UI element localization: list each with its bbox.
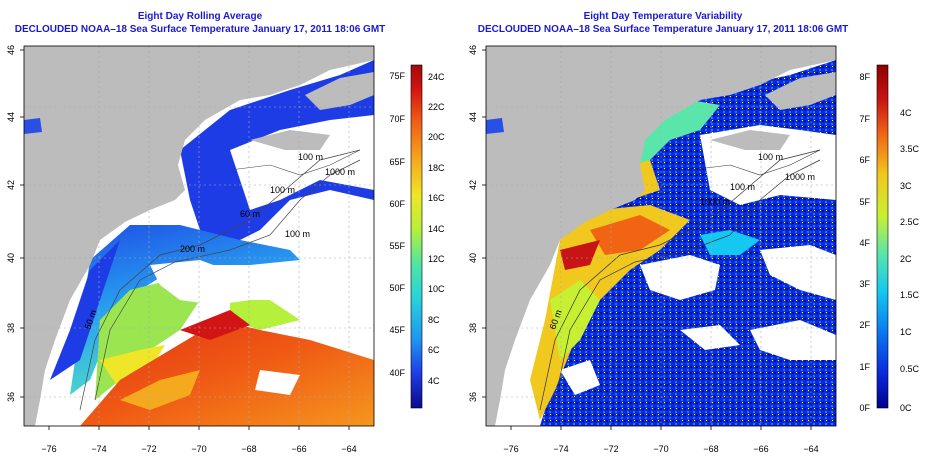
colorbar-label: 14C: [428, 224, 445, 234]
contour-label: 100 m: [270, 185, 295, 195]
colorbar-label: 20C: [428, 132, 445, 142]
contour-label: 200 m: [180, 244, 205, 254]
colorbar-label: 3.5C: [900, 144, 920, 154]
y-tick: 40: [468, 253, 478, 263]
colorbar-label: 55F: [389, 241, 405, 251]
contour-label: 100 m: [730, 182, 755, 192]
y-tick: 38: [468, 323, 478, 333]
colorbar-label: 5F: [859, 197, 870, 207]
colorbar-label: 4F: [859, 238, 870, 248]
colorbar-left: [410, 64, 423, 409]
x-tick: −66: [753, 444, 768, 454]
y-tick: 42: [6, 180, 16, 190]
y-tick: 42: [468, 180, 478, 190]
colorbar-label: 22C: [428, 102, 445, 112]
x-tick: −70: [191, 444, 206, 454]
contour-label: 60 m: [240, 209, 260, 219]
colorbar-label: 1.5C: [900, 290, 920, 300]
colorbar-label: 70F: [389, 114, 405, 124]
contour-label: 100 m: [298, 152, 323, 162]
colorbar-label: 12C: [428, 254, 445, 264]
colorbar-label: 3C: [900, 181, 912, 191]
colorbar-fahrenheit-labels: 8F 7F 6F 5F 4F 3F 2F 1F 0F: [859, 72, 870, 413]
contour-label: 1000 m: [325, 167, 355, 177]
x-tick: −76: [41, 444, 56, 454]
contour-label: 100 m: [758, 152, 783, 162]
x-tick: −74: [91, 444, 106, 454]
colorbar-label: 1F: [859, 362, 870, 372]
colorbar-label: 4C: [428, 376, 440, 386]
colorbar-label: 4C: [900, 108, 912, 118]
title-line1: Eight Day Temperature Variability: [583, 11, 743, 22]
colorbar-label: 2C: [900, 254, 912, 264]
colorbar-label: 65F: [389, 157, 405, 167]
colorbar-label: 3F: [859, 279, 870, 289]
colorbar-label: 10C: [428, 284, 445, 294]
contour-label: 1000 m: [700, 197, 730, 207]
x-tick: −64: [803, 444, 818, 454]
colorbar-label: 75F: [389, 71, 405, 81]
contour-label: 1000 m: [785, 172, 815, 182]
colorbar-label: 6F: [859, 155, 870, 165]
y-axis-ticks: 36 38 40 42 44 46: [468, 45, 478, 402]
colorbar-celsius-labels: 4C 3.5C 3C 2.5C 2C 1.5C 1C 0.5C 0C: [900, 108, 920, 413]
x-tick: −70: [653, 444, 668, 454]
colorbar-label: 0F: [859, 403, 870, 413]
colorbar-label: 2F: [859, 320, 870, 330]
colorbar-label: 8C: [428, 315, 440, 325]
x-tick: −72: [603, 444, 618, 454]
title-line2: DECLOUDED NOAA–18 Sea Surface Temperatur…: [14, 24, 386, 35]
map-title-right: Eight Day Temperature Variability DECLOU…: [463, 10, 863, 36]
colorbar-fahrenheit-labels: 75F 70F 65F 60F 55F 50F 45F 40F: [389, 71, 405, 378]
colorbar-celsius-labels: 24C 22C 20C 18C 16C 14C 12C 10C 8C 6C 4C: [428, 72, 445, 386]
colorbar-label: 7F: [859, 114, 870, 124]
y-tick: 46: [468, 45, 478, 55]
colorbar-label: 8F: [859, 72, 870, 82]
y-tick: 44: [6, 112, 16, 122]
sst-average-map: [24, 46, 374, 426]
y-axis-ticks: 36 38 40 42 44 46: [6, 45, 16, 402]
colorbar-label: 1C: [900, 327, 912, 337]
colorbar-label: 50F: [389, 283, 405, 293]
colorbar-label: 18C: [428, 163, 445, 173]
colorbar-label: 24C: [428, 72, 445, 82]
colorbar-label: 16C: [428, 193, 445, 203]
x-axis-ticks: −76 −74 −72 −70 −68 −66 −64: [503, 444, 818, 454]
title-line1: Eight Day Rolling Average: [137, 11, 263, 22]
colorbar-label: 60F: [389, 199, 405, 209]
y-tick: 40: [6, 253, 16, 263]
colorbar-label: 0C: [900, 403, 912, 413]
colorbar-label: 6C: [428, 345, 440, 355]
y-tick: 36: [6, 392, 16, 402]
map-title-left: Eight Day Rolling Average DECLOUDED NOAA…: [0, 10, 400, 36]
x-axis-ticks: −76 −74 −72 −70 −68 −66 −64: [41, 444, 356, 454]
y-tick: 38: [6, 323, 16, 333]
colorbar-label: 0.5C: [900, 364, 920, 374]
colorbar-right: [876, 64, 889, 409]
title-line2: DECLOUDED NOAA–18 Sea Surface Temperatur…: [477, 24, 849, 35]
y-tick: 36: [468, 392, 478, 402]
x-tick: −64: [341, 444, 356, 454]
contour-label: 100 m: [285, 229, 310, 239]
y-tick: 46: [6, 45, 16, 55]
sst-variability-map: [486, 46, 836, 426]
y-tick: 44: [468, 112, 478, 122]
colorbar-label: 2.5C: [900, 217, 920, 227]
x-tick: −68: [703, 444, 718, 454]
colorbar-label: 45F: [389, 325, 405, 335]
x-tick: −76: [503, 444, 518, 454]
x-tick: −66: [291, 444, 306, 454]
x-tick: −74: [553, 444, 568, 454]
x-tick: −72: [141, 444, 156, 454]
colorbar-label: 40F: [389, 368, 405, 378]
x-tick: −68: [241, 444, 256, 454]
